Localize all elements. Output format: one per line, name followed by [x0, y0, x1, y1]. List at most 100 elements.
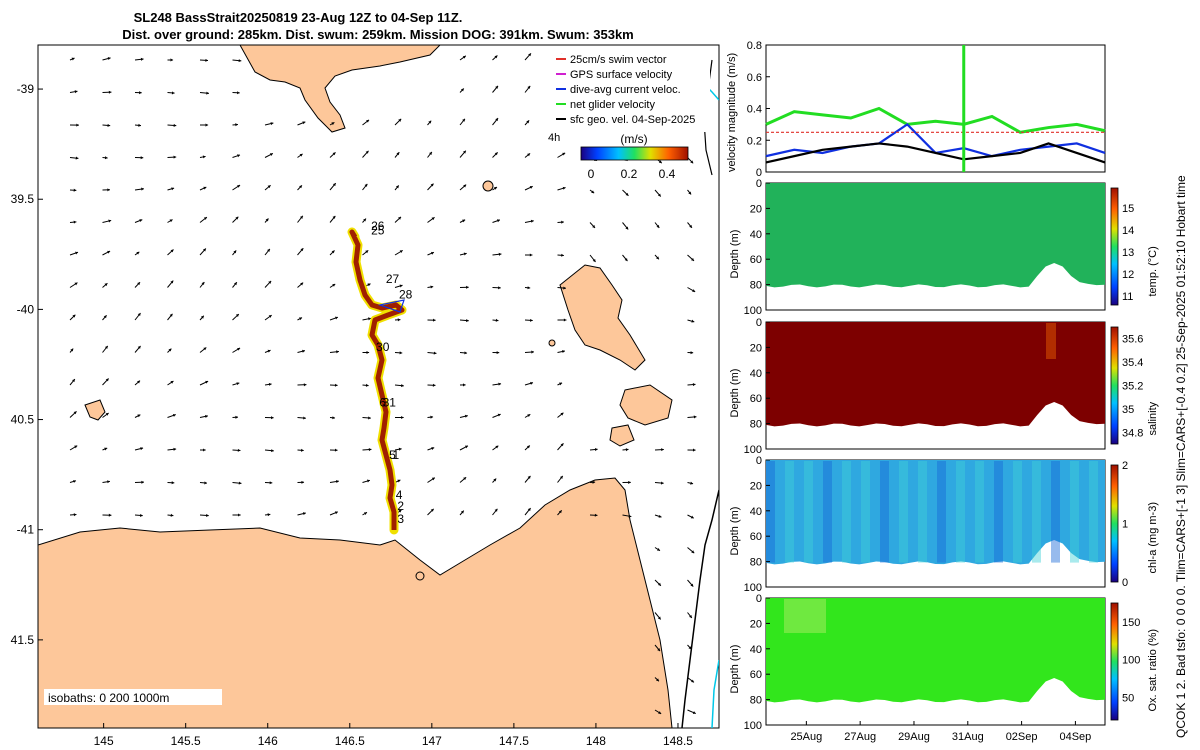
velocity-arrow	[720, 223, 726, 229]
velocity-arrow	[69, 513, 77, 517]
velocity-arrow	[492, 55, 498, 61]
title-line-1: SL248 BassStrait20250819 23-Aug 12Z to 0…	[134, 10, 463, 25]
velocity-arrow	[167, 447, 177, 451]
day-label: 31	[383, 395, 397, 409]
velocity-arrow	[102, 250, 111, 256]
velocity-arrow	[297, 215, 304, 223]
velocity-arrow	[264, 314, 272, 321]
velocity-arrow	[264, 449, 274, 453]
land-tasmania	[38, 477, 673, 728]
velocity-arrow	[492, 508, 498, 516]
velocity-arrow	[524, 507, 531, 516]
velocity-arrow	[69, 123, 79, 127]
section-y-tick-label: 80	[750, 280, 762, 292]
velocity-arrow	[297, 317, 303, 321]
velocity-arrow	[69, 348, 74, 353]
velocity-arrow	[492, 252, 502, 256]
velocity-arrow	[654, 612, 662, 620]
map-y-tick-label: -39	[17, 82, 35, 96]
velocity-arrow	[362, 511, 368, 516]
velocity-arrow	[167, 481, 175, 485]
time-x-tick-label: 02Sep	[1006, 731, 1038, 743]
map-x-ticks: 145 145.5 146 146.5 147 147.5 148 148.5	[94, 723, 693, 748]
velocity-arrow	[167, 219, 173, 223]
velocity-arrow	[199, 315, 205, 321]
velocity-arrow	[102, 57, 111, 61]
velocity-arrow	[362, 183, 368, 191]
map-x-tick-label: 148.5	[663, 734, 693, 748]
velocity-arrow	[459, 318, 469, 323]
velocity-arrow	[524, 413, 531, 418]
colorbar-tick-label: 2	[1122, 460, 1128, 472]
colorbar-tick-label: 150	[1122, 617, 1140, 629]
velocity-arrow	[394, 216, 402, 223]
velocity-arrow	[654, 644, 661, 652]
velocity-arrow	[232, 347, 241, 353]
velocity-arrow	[720, 645, 727, 651]
velocity-arrow	[232, 184, 241, 191]
velocity-arrow	[232, 154, 241, 158]
velocity-arrow	[134, 251, 140, 256]
velocity-arrow	[687, 579, 694, 587]
section-y-tick-label: 80	[750, 695, 762, 707]
velocity-arrow	[622, 480, 631, 484]
velocity-arrow	[329, 448, 338, 452]
map-x-tick-label: 146	[258, 734, 278, 748]
velocity-arrow	[720, 319, 727, 322]
velocity-arrow	[524, 381, 534, 386]
velocity-arrow	[232, 513, 241, 517]
velocity-arrow	[102, 513, 112, 517]
colorbar-tick-label: 11	[1122, 291, 1133, 303]
velocity-arrow	[329, 152, 336, 158]
velocity-arrow	[589, 222, 596, 229]
velocity-arrow	[167, 155, 177, 159]
section-data-field	[766, 183, 1105, 288]
colorbar-tick: 0.4	[659, 167, 676, 181]
velocity-arrow	[427, 351, 437, 355]
velocity-arrow	[720, 255, 727, 260]
velocity-arrow	[427, 318, 436, 322]
glider-track	[347, 227, 407, 535]
land-islet	[482, 180, 494, 192]
velocity-arrow	[264, 218, 269, 223]
colorbar-tick-label: 100	[1122, 655, 1140, 667]
velocity-arrow	[427, 477, 436, 483]
velocity-arrow	[524, 445, 531, 451]
velocity-arrow	[232, 59, 242, 63]
velocity-arrow	[492, 85, 499, 93]
section-y-tick-label: 20	[750, 342, 762, 354]
velocity-arrow	[297, 184, 303, 191]
velocity-arrow	[654, 579, 662, 587]
section-y-tick-label: 0	[756, 317, 762, 329]
velocity-arrow	[492, 286, 501, 290]
velocity-arrow	[69, 251, 79, 256]
velocity-arrow	[654, 448, 664, 452]
colorbar-title: (m/s)	[620, 132, 647, 146]
velocity-arrow	[329, 122, 335, 126]
velocity-arrow	[687, 254, 695, 262]
chl-stripe	[899, 461, 908, 563]
velocity-arrow	[720, 613, 724, 618]
velocity-arrow	[232, 313, 240, 321]
velocity-arrow	[687, 287, 696, 293]
velocity-arrow	[167, 187, 175, 191]
velocity-arrow	[232, 481, 242, 485]
velocity-arrow	[394, 415, 404, 420]
velocity-arrow	[492, 318, 499, 322]
section-y-tick-label: 100	[744, 444, 762, 456]
section-y-tick-label: 60	[750, 531, 762, 543]
section-y-tick-label: 80	[750, 557, 762, 569]
velocity-arrow	[362, 479, 371, 483]
velocity-arrow	[69, 411, 77, 418]
velocity-arrow	[362, 218, 367, 223]
chl-stripe	[804, 461, 813, 563]
section-y-tick-label: 40	[750, 506, 762, 518]
velocity-arrow	[589, 513, 598, 517]
velocity-arrow	[720, 710, 727, 713]
velocity-arrow	[720, 125, 725, 130]
land-wilsons-prom	[239, 45, 441, 133]
velocity-arrow	[687, 612, 693, 619]
velocity-arrow	[167, 58, 174, 62]
velocity-arrow	[394, 384, 404, 388]
